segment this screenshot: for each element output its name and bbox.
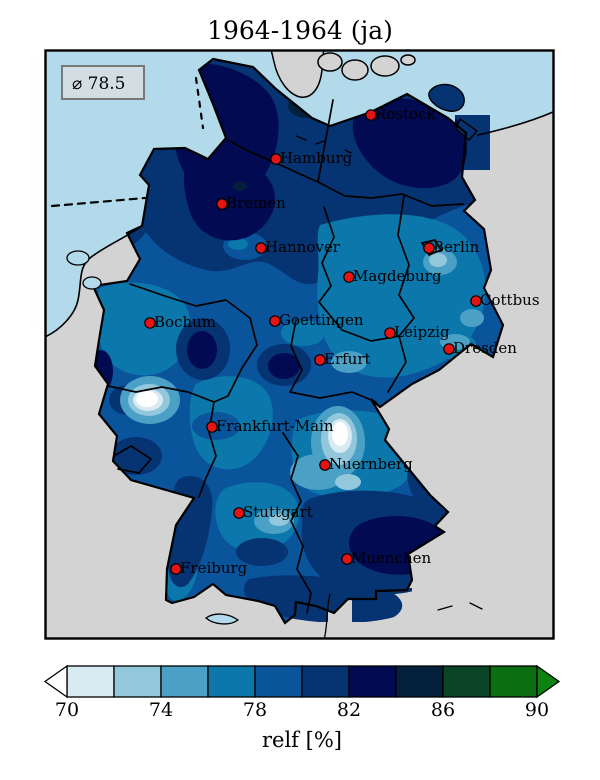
city-marker	[343, 271, 355, 283]
colorbar-segment	[254, 665, 303, 698]
contour-blob	[236, 538, 288, 566]
colorbar-segment	[160, 665, 209, 698]
contour-light	[429, 253, 447, 267]
city-marker	[270, 153, 282, 165]
colorbar-segment	[207, 665, 256, 698]
colorbar-segment	[301, 665, 350, 698]
colorbar-segment	[348, 665, 397, 698]
colorbar: 70 74 78 82 86 90	[43, 664, 561, 721]
contour-blob	[268, 353, 300, 379]
city-marker	[443, 343, 455, 355]
contour-nrw	[95, 282, 191, 376]
city-marker	[423, 242, 435, 254]
city-marker	[144, 317, 156, 329]
ruegen-island	[428, 83, 465, 112]
mean-annotation-label: ⌀ 78.5	[72, 74, 126, 94]
city-marker	[319, 459, 331, 471]
contour-alps	[244, 575, 403, 623]
colorbar-segment	[442, 665, 491, 698]
ijsselmeer	[66, 250, 90, 266]
city-label: Stuttgart	[243, 503, 313, 521]
city-label: Goettingen	[279, 311, 364, 329]
city-label: Dresden	[453, 339, 517, 357]
colorbar-segment	[395, 665, 444, 698]
contour-blob	[187, 331, 217, 369]
colorbar-segment	[66, 665, 115, 698]
colorbar-tick-label: 82	[337, 699, 361, 721]
city-marker	[206, 421, 218, 433]
city-marker	[269, 315, 281, 327]
city-label: Rostock	[375, 105, 436, 123]
city-label: Leipzig	[394, 323, 450, 341]
colorbar-tick-label: 86	[431, 699, 455, 721]
netherlands-coast	[45, 225, 143, 338]
markermeer	[82, 276, 102, 290]
city-label: Bremen	[226, 194, 286, 212]
state-borders	[107, 99, 464, 614]
river-detail	[295, 135, 483, 639]
contour-blob	[110, 437, 162, 475]
city-label: Hannover	[265, 238, 341, 256]
denmark	[270, 50, 416, 98]
city-marker	[365, 109, 377, 121]
map-frame	[44, 49, 555, 640]
city-marker	[384, 327, 396, 339]
contour-mv-dark	[352, 97, 468, 189]
city-marker	[255, 242, 267, 254]
mean-annotation: ⌀ 78.5	[61, 65, 145, 100]
city-marker	[470, 295, 482, 307]
colorbar-tick-label: 78	[243, 699, 267, 721]
lake-constance	[204, 613, 240, 625]
contour-light	[460, 309, 484, 327]
city-marker	[170, 563, 182, 575]
plot-title: 1964-1964 (ja)	[207, 16, 393, 45]
city-label: Freiburg	[180, 559, 248, 577]
city-marker	[233, 507, 245, 519]
colorbar-segment	[489, 665, 538, 698]
city-label: Frankfurt-Main	[216, 417, 334, 435]
contour-light	[269, 514, 289, 526]
colorbar-under-arrow	[43, 664, 68, 699]
cities-layer: Rostock Hamburg Bremen Hannover Berlin Magdeb…	[144, 105, 540, 577]
contour-light	[335, 474, 361, 490]
colorbar-tick-label: 74	[149, 699, 173, 721]
colorbar-tick-label: 70	[55, 699, 79, 721]
city-label: Magdeburg	[353, 267, 442, 285]
city-label: Nuernberg	[329, 455, 413, 473]
frisian-islands	[50, 196, 147, 208]
city-label: Muenchen	[351, 549, 431, 567]
city-label: Berlin	[433, 238, 480, 256]
contour-bremen-dark	[183, 155, 275, 241]
city-marker	[314, 354, 326, 366]
city-marker	[216, 198, 228, 210]
colorbar-segment	[113, 665, 162, 698]
northfrisian-islands	[194, 76, 205, 130]
poland-coast	[477, 111, 554, 136]
colorbar-axis-label: relf [%]	[262, 728, 342, 752]
contour-patch	[228, 238, 248, 250]
colorbar-over-arrow	[536, 664, 561, 699]
contour-spot	[233, 181, 247, 191]
city-label: Bochum	[154, 313, 216, 331]
city-label: Hamburg	[280, 149, 353, 167]
city-label: Erfurt	[324, 350, 371, 368]
contour-light	[331, 351, 367, 373]
city-marker	[341, 553, 353, 565]
mean-annotation-box	[61, 65, 145, 100]
map-area: Rostock Hamburg Bremen Hannover Berlin Magdeb…	[45, 50, 554, 639]
city-label: Cottbus	[480, 291, 540, 309]
colorbar-tick-label: 90	[525, 699, 549, 721]
contour-min-spot	[332, 422, 348, 446]
contour-min-spot	[136, 391, 158, 407]
contour-light	[290, 454, 346, 490]
